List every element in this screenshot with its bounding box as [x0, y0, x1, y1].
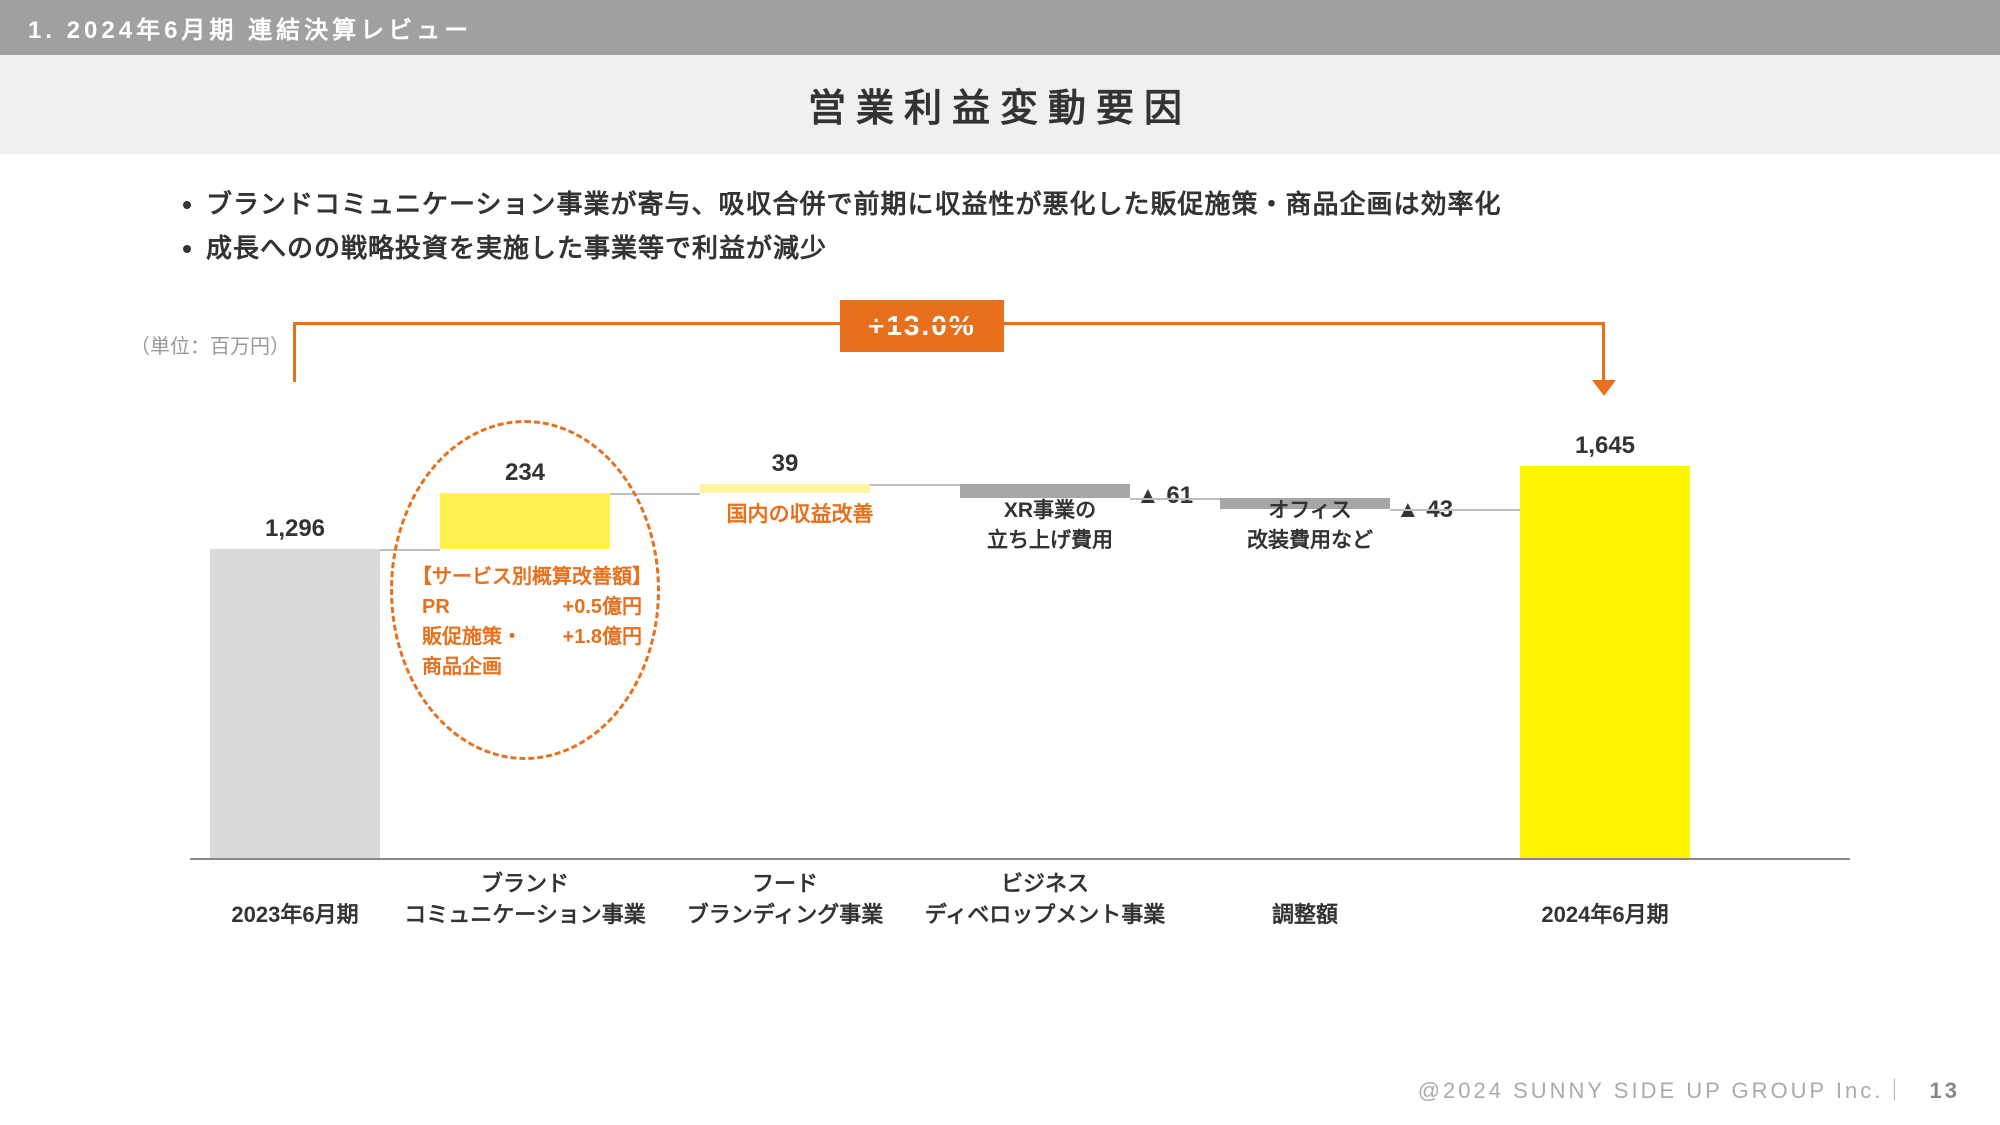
bullet-item: ブランドコミュニケーション事業が寄与、吸収合併で前期に収益性が悪化した販促施策・… [206, 182, 1820, 226]
category-label: ビジネスディベロップメント事業 [910, 869, 1180, 931]
arrow-head-icon [1592, 380, 1616, 396]
page-title: 営業利益変動要因 [0, 77, 2000, 132]
bullet-list: ブランドコミュニケーション事業が寄与、吸収合併で前期に収益性が悪化した販促施策・… [0, 154, 2000, 280]
footer: @2024 SUNNY SIDE UP GROUP Inc.｜ 13 [1418, 1073, 1960, 1105]
unit-label: （単位：百万円） [130, 330, 290, 359]
section-header: 1. 2024年6月期 連結決算レビュー [0, 0, 2000, 55]
bar-value-label: 39 [700, 450, 870, 478]
bar-value-label: 1,645 [1520, 432, 1690, 460]
chart-annotation: XR事業の立ち上げ費用 [940, 496, 1160, 555]
arrow-segment [293, 322, 296, 382]
bullet-item: 成長へのの戦略投資を実施した事業等で利益が減少 [206, 226, 1820, 270]
copyright: @2024 SUNNY SIDE UP GROUP Inc.｜ [1418, 1078, 1909, 1103]
chart-baseline [190, 858, 1850, 860]
category-label: 2024年6月期 [1470, 900, 1740, 931]
page-number: 13 [1930, 1078, 1960, 1103]
pct-badge: +13.0% [840, 300, 1004, 352]
category-label: フードブランディング事業 [650, 869, 920, 931]
callout-text: 【サービス別概算改善額】PR+0.5億円販促施策・+1.8億円商品企画 [412, 562, 652, 682]
connector-line [870, 484, 960, 486]
arrow-segment [1602, 322, 1605, 382]
title-band: 営業利益変動要因 [0, 55, 2000, 154]
waterfall-bar: 1,645 [1520, 466, 1690, 861]
arrow-segment [293, 322, 1605, 325]
waterfall-bar: 39 [700, 484, 870, 493]
bar-value-label: 1,296 [210, 515, 380, 543]
chart-annotation: 国内の収益改善 [700, 500, 900, 529]
section-label: 1. 2024年6月期 連結決算レビュー [28, 17, 472, 44]
waterfall-bar: 1,296 [210, 549, 380, 860]
category-label: 調整額 [1170, 900, 1440, 931]
waterfall-chart: （単位：百万円） +13.0% 1,29623439▲ 61▲ 431,645 … [130, 300, 1870, 940]
chart-annotation: オフィス改装費用など [1200, 496, 1420, 555]
category-label: ブランドコミュニケーション事業 [390, 869, 660, 931]
